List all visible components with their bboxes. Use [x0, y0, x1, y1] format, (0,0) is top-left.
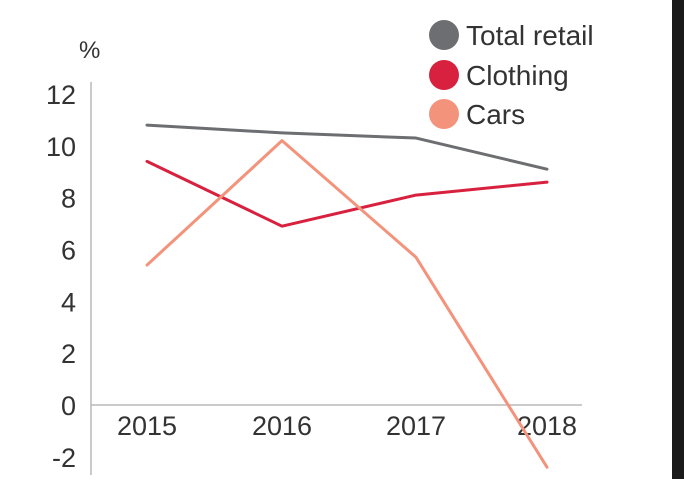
y-tick-label: -2 — [52, 443, 76, 473]
legend-label-clothing: Clothing — [466, 60, 569, 91]
legend-marker-clothing — [429, 60, 459, 90]
x-tick-label: 2016 — [252, 411, 312, 441]
y-tick-label: 6 — [61, 236, 76, 266]
legend-marker-total-retail — [429, 20, 459, 50]
x-tick-label: 2018 — [517, 411, 577, 441]
y-tick-label: 8 — [61, 184, 76, 214]
line-chart: % 12 10 8 6 4 2 0 -2 2015 2016 2017 2018 Total ret… — [46, 20, 594, 475]
y-tick-label: 12 — [46, 80, 76, 110]
y-tick-label: 10 — [46, 132, 76, 162]
legend: Total retail Clothing Cars — [429, 20, 594, 130]
series-lines — [145, 123, 549, 469]
series-line-clothing — [145, 159, 549, 228]
legend-label-cars: Cars — [466, 99, 525, 130]
x-tick-label: 2017 — [386, 411, 446, 441]
y-tick-label: 0 — [61, 391, 76, 421]
y-tick-label: 2 — [61, 339, 76, 369]
window-edge — [672, 0, 684, 479]
series-line-total-retail — [145, 123, 549, 171]
y-axis-unit-label: % — [79, 37, 100, 64]
x-tick-label: 2015 — [117, 411, 177, 441]
legend-marker-cars — [429, 99, 459, 129]
legend-label-total-retail: Total retail — [466, 20, 594, 51]
x-tick-labels: 2015 2016 2017 2018 — [117, 411, 577, 441]
series-line-cars — [145, 139, 549, 469]
y-tick-labels: 12 10 8 6 4 2 0 -2 — [46, 80, 76, 473]
y-tick-label: 4 — [61, 287, 76, 317]
